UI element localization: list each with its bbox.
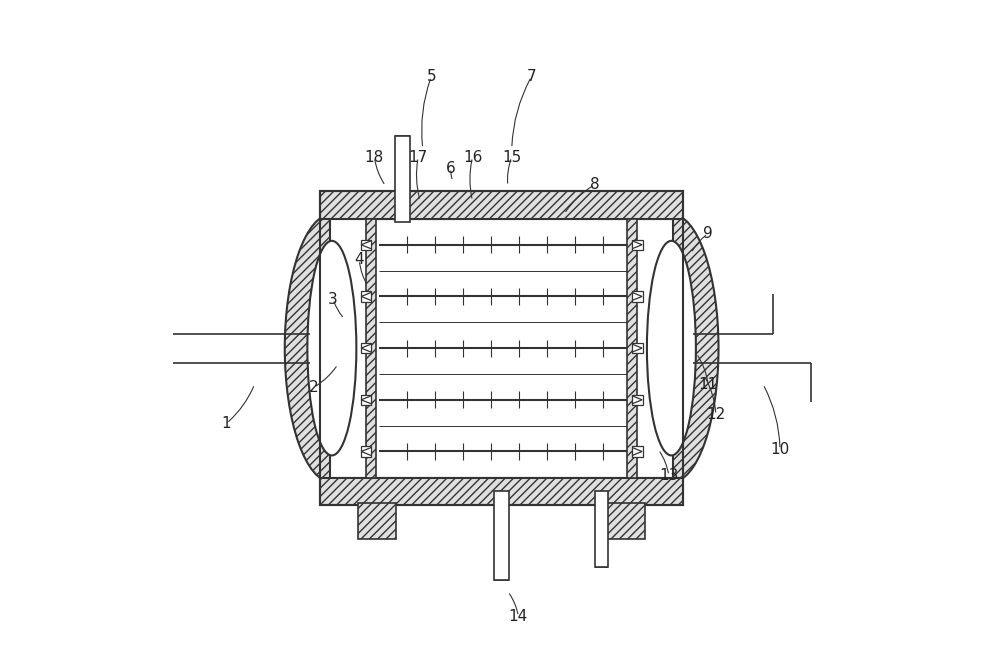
Bar	[361, 395, 371, 405]
Bar	[632, 343, 643, 353]
Bar	[366, 219, 376, 478]
Text: 13: 13	[659, 468, 678, 483]
Ellipse shape	[647, 241, 696, 455]
Bar	[632, 395, 643, 405]
Bar	[627, 219, 637, 478]
Text: 10: 10	[770, 442, 790, 457]
Text: 15: 15	[502, 150, 521, 165]
Bar	[361, 343, 371, 353]
Bar	[361, 240, 371, 250]
Bar	[330, 219, 673, 478]
Text: 16: 16	[463, 150, 482, 165]
Text: 1: 1	[222, 416, 231, 431]
Bar	[361, 291, 371, 302]
Bar	[595, 491, 608, 567]
Bar	[358, 503, 396, 539]
Ellipse shape	[285, 214, 379, 482]
Bar	[320, 191, 683, 219]
Bar	[320, 478, 683, 505]
Text: 9: 9	[703, 226, 713, 241]
Text: 17: 17	[409, 150, 428, 165]
Bar	[361, 446, 371, 457]
Text: 6: 6	[446, 161, 456, 175]
Bar	[607, 503, 645, 539]
Text: 5: 5	[426, 69, 436, 84]
Bar	[632, 291, 643, 302]
Bar	[395, 135, 410, 222]
Text: 8: 8	[590, 177, 600, 192]
Text: 14: 14	[509, 609, 528, 624]
Text: 18: 18	[365, 150, 384, 165]
Text: 4: 4	[355, 252, 364, 267]
Ellipse shape	[307, 241, 356, 455]
Ellipse shape	[624, 214, 719, 482]
Text: 7: 7	[527, 69, 536, 84]
Text: 3: 3	[328, 292, 338, 307]
Bar	[494, 491, 509, 580]
Bar	[320, 191, 683, 505]
Text: 12: 12	[706, 407, 726, 422]
Text: 2: 2	[309, 380, 318, 395]
Bar	[632, 446, 643, 457]
Bar	[632, 240, 643, 250]
Text: 11: 11	[698, 376, 718, 392]
